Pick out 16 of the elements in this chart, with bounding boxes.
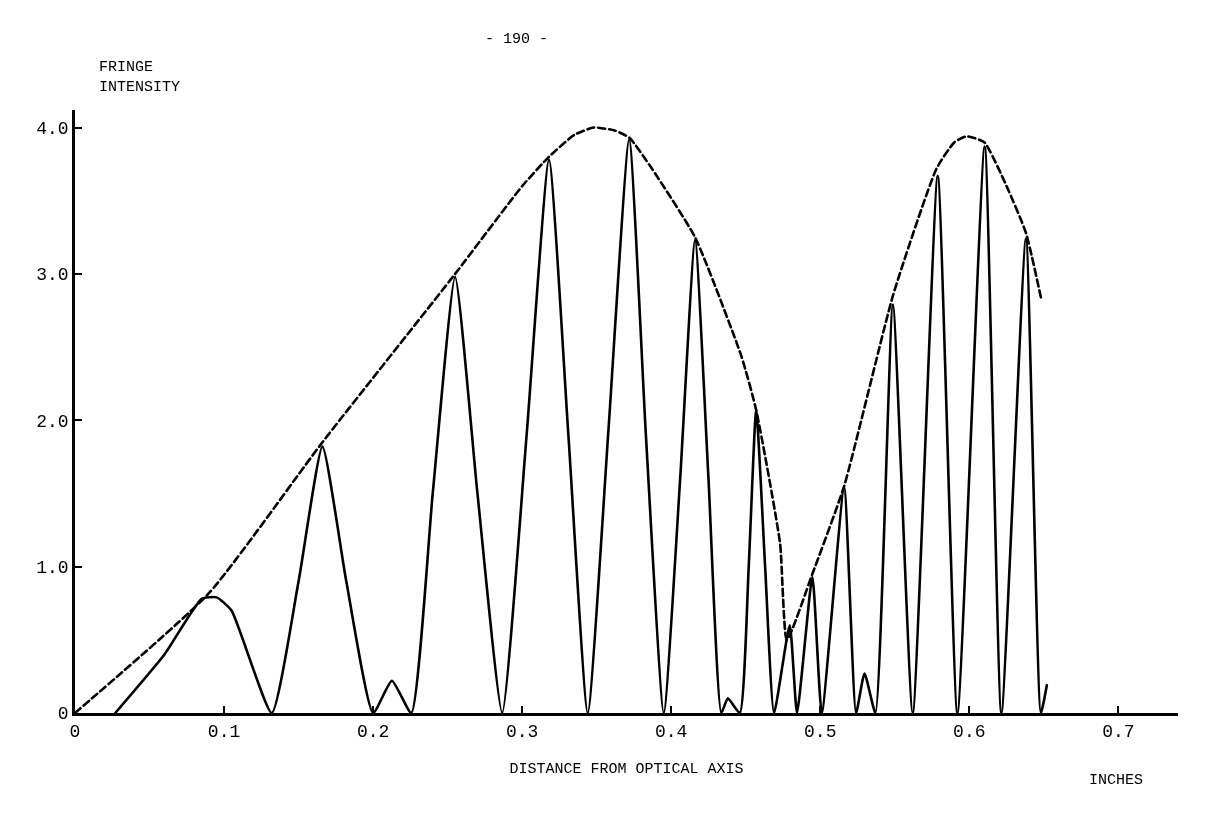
x-axis-title: DISTANCE FROM OPTICAL AXIS [509,761,744,779]
y-tick-label: 2.0 [36,411,69,432]
y-tick-label: 3.0 [36,265,69,286]
x-tick-label: 0.6 [953,722,986,743]
text: - 190 - [485,31,549,48]
y-tick-label: 1.0 [36,557,69,578]
y-tick-label: 0 [57,704,69,725]
y-axis-title: FRINGE INTENSITY [99,59,181,96]
text: INCHES [1089,772,1144,789]
x-tick-label: 0.2 [356,722,390,743]
x-tick-label: 0.7 [1102,722,1135,743]
x-tick-label: 0.4 [655,722,688,743]
x-tick-label: 0.5 [804,722,837,743]
y-tick-label: 4.0 [36,118,69,139]
x-tick-label: 0.3 [505,722,539,743]
x-tick-label: 0.1 [207,722,241,743]
